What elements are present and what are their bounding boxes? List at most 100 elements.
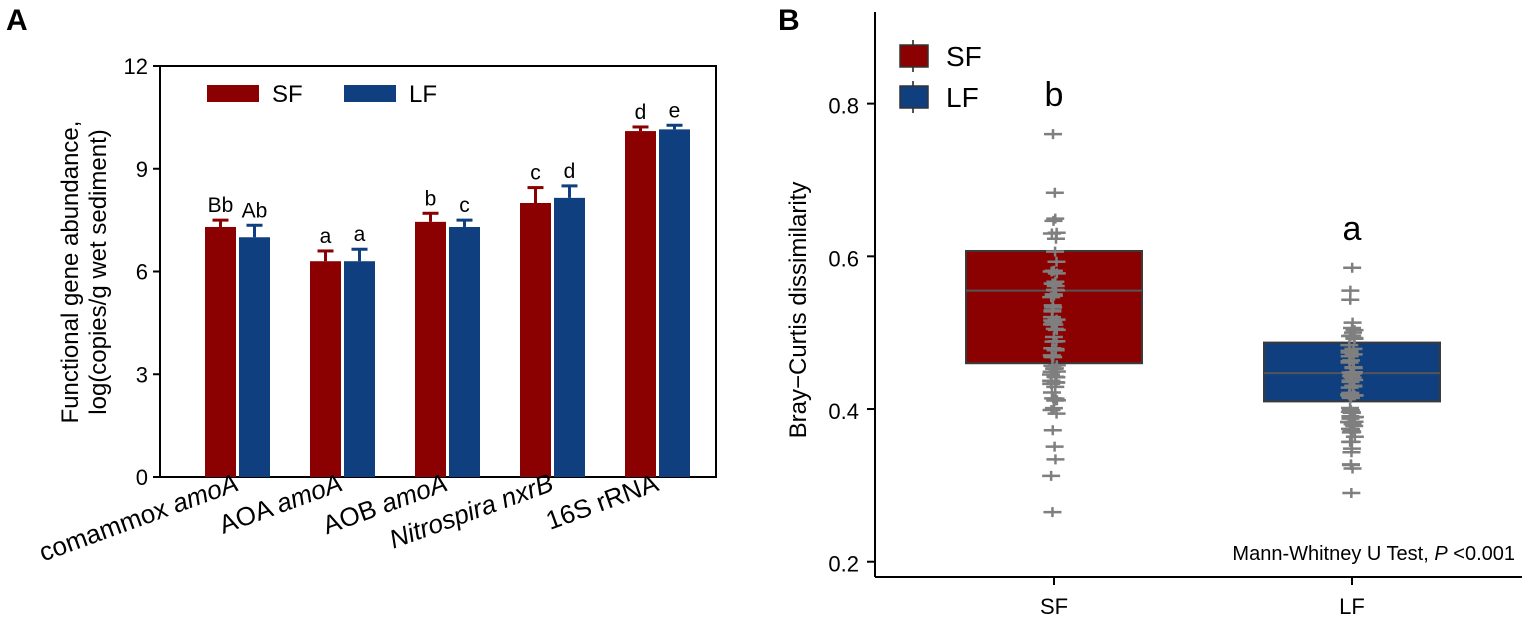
legend-label-sf: SF bbox=[946, 41, 982, 72]
panel-b-label: B bbox=[778, 4, 800, 37]
annotation-prefix: Mann-Whitney U Test, bbox=[1232, 543, 1434, 565]
data-point bbox=[1341, 294, 1360, 305]
y-tick-label: 3 bbox=[136, 362, 148, 387]
significance-letter: d bbox=[635, 101, 647, 124]
data-point bbox=[1044, 316, 1063, 327]
bar-sf bbox=[415, 221, 446, 477]
legend-label-sf: SF bbox=[272, 81, 303, 108]
data-point bbox=[1340, 391, 1359, 402]
data-point bbox=[1344, 362, 1363, 373]
legend-label-lf: LF bbox=[409, 81, 437, 108]
data-point bbox=[1042, 292, 1061, 303]
bar-chart-panel-a: 0 3 6 9 12 Functional gene abundance,log(copi… bbox=[35, 54, 717, 568]
box-plot-panel-b: 0.2 0.4 0.6 0.8 Bray−Curtis dissimilarity b SF… bbox=[785, 12, 1522, 619]
bar-lf bbox=[239, 237, 270, 477]
data-point bbox=[1045, 441, 1064, 452]
significance-letter: Bb bbox=[208, 194, 234, 217]
significance-letter: c bbox=[459, 194, 470, 217]
data-point bbox=[1042, 266, 1061, 277]
data-point bbox=[1047, 324, 1066, 335]
legend-swatch-lf bbox=[344, 85, 396, 102]
y-axis-title: Bray−Curtis dissimilarity bbox=[785, 182, 812, 439]
data-point bbox=[1046, 213, 1065, 224]
data-point bbox=[1042, 387, 1061, 398]
bar-lf bbox=[449, 226, 480, 477]
y-tick-label: 0.6 bbox=[828, 246, 859, 271]
significance-letter: a bbox=[1343, 210, 1362, 248]
bar-sf bbox=[625, 131, 656, 477]
data-point bbox=[1044, 129, 1063, 140]
y-tick-label: 0.4 bbox=[828, 399, 859, 424]
data-point bbox=[1044, 302, 1063, 313]
data-point bbox=[1046, 246, 1065, 257]
data-point bbox=[1343, 419, 1362, 430]
y-tick-label: 12 bbox=[124, 54, 148, 79]
annotation-p: P bbox=[1434, 543, 1448, 565]
data-point bbox=[1341, 331, 1360, 342]
legend-swatch-lf bbox=[899, 85, 929, 109]
bar-lf bbox=[554, 197, 585, 478]
legend-swatch-sf bbox=[899, 44, 929, 68]
significance-letter: b bbox=[425, 187, 437, 210]
data-point bbox=[1342, 443, 1361, 454]
significance-letter: e bbox=[669, 99, 681, 122]
y-tick-label: 0 bbox=[136, 465, 148, 490]
data-point bbox=[1047, 227, 1066, 238]
data-point bbox=[1340, 351, 1359, 362]
y-tick-label: 0.2 bbox=[828, 552, 859, 577]
significance-letter: Ab bbox=[242, 199, 268, 222]
x-tick-label: LF bbox=[1339, 594, 1365, 619]
legend-label-lf: LF bbox=[946, 82, 979, 113]
data-point bbox=[1043, 343, 1062, 354]
test-annotation: Mann-Whitney U Test, P <0.001 bbox=[1232, 543, 1515, 565]
y-axis-title: Functional gene abundance,log(copies/g w… bbox=[57, 121, 112, 424]
bar-lf bbox=[659, 129, 690, 478]
data-point bbox=[1341, 403, 1360, 414]
bar-sf bbox=[520, 203, 551, 477]
data-point bbox=[1044, 352, 1063, 363]
data-point bbox=[1344, 349, 1363, 360]
y-axis-title-line2: log(copies/g wet sediment) bbox=[85, 129, 112, 414]
data-point bbox=[1341, 436, 1360, 447]
y-tick-label: 0.8 bbox=[828, 94, 859, 119]
significance-letter: a bbox=[320, 225, 332, 248]
y-tick-label: 6 bbox=[136, 260, 148, 285]
category-prefix: comammox bbox=[35, 491, 178, 568]
data-point bbox=[1043, 360, 1062, 371]
data-point bbox=[1047, 395, 1066, 406]
data-point bbox=[1340, 382, 1359, 393]
data-point bbox=[1046, 393, 1065, 404]
data-point bbox=[1042, 405, 1061, 416]
data-point bbox=[1046, 371, 1065, 382]
significance-letter: c bbox=[530, 162, 541, 185]
data-point bbox=[1344, 380, 1363, 391]
data-point bbox=[1343, 463, 1362, 474]
data-point bbox=[1343, 262, 1362, 273]
data-point bbox=[1046, 276, 1065, 287]
data-point bbox=[1042, 312, 1061, 323]
data-point bbox=[1343, 323, 1362, 334]
data-point bbox=[1341, 423, 1359, 434]
legend-swatch-sf bbox=[207, 85, 259, 102]
data-point bbox=[1046, 381, 1065, 392]
significance-letter: b bbox=[1045, 76, 1064, 114]
data-point bbox=[1047, 256, 1066, 267]
x-tick-label: SF bbox=[1040, 594, 1068, 619]
annotation-suffix: <0.001 bbox=[1448, 543, 1515, 565]
data-point bbox=[1342, 488, 1361, 499]
data-point bbox=[1042, 470, 1061, 481]
significance-letter: a bbox=[354, 223, 366, 246]
data-point bbox=[1046, 454, 1065, 465]
data-point bbox=[1045, 187, 1064, 198]
data-point bbox=[1044, 403, 1063, 414]
data-point bbox=[1043, 425, 1062, 436]
data-point bbox=[1341, 285, 1360, 296]
significance-letter: d bbox=[564, 160, 576, 183]
panel-a-label: A bbox=[6, 4, 28, 37]
bar-sf bbox=[205, 226, 236, 477]
bar-sf bbox=[310, 261, 341, 477]
bar-lf bbox=[344, 261, 375, 477]
data-point bbox=[1043, 507, 1062, 518]
y-axis-title-line1: Functional gene abundance, bbox=[57, 121, 84, 424]
